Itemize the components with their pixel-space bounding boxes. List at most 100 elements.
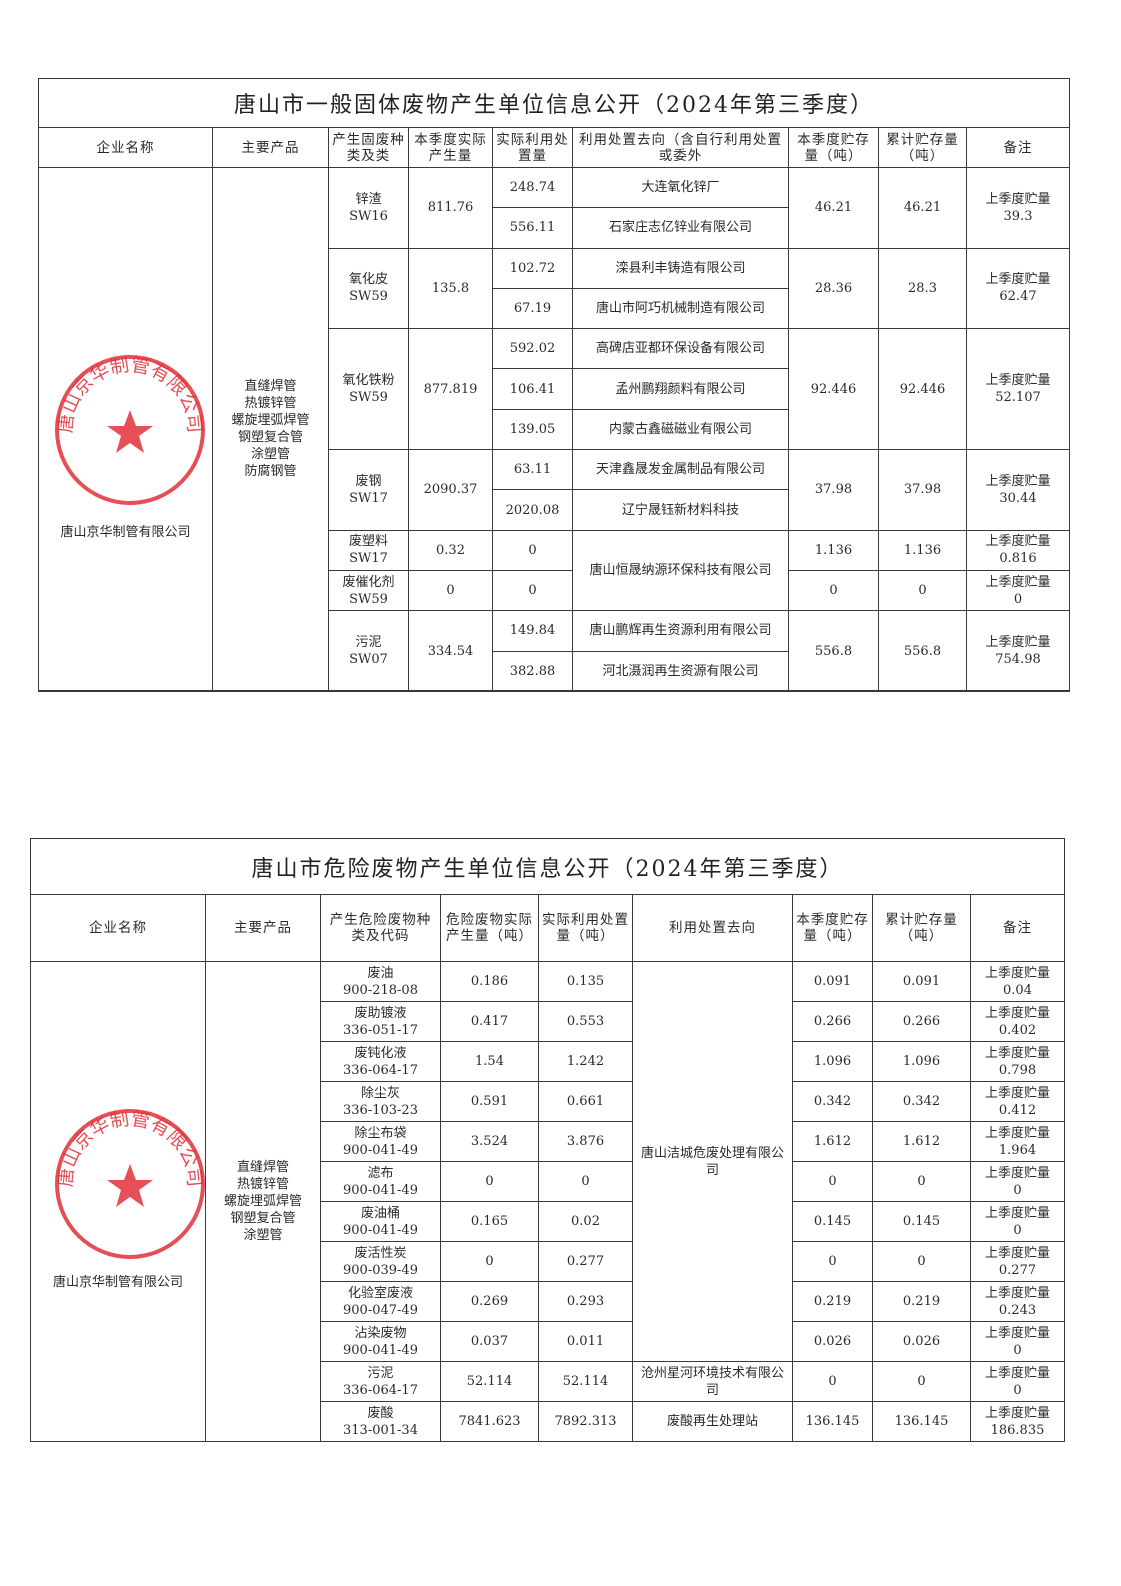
cumulative-stock-text: 556.8 [903, 643, 942, 659]
quarter-stock: 37.98 [788, 449, 879, 531]
remark-text: 0.412 [998, 1102, 1037, 1118]
column-header-text: 累计贮存量（吨） [885, 912, 958, 944]
disposal-amount: 1.242 [538, 1041, 633, 1082]
disposal-amount-text: 0.553 [566, 1014, 605, 1029]
produced-amount: 877.819 [408, 328, 493, 451]
remark-text: 0 [1013, 1382, 1022, 1398]
disposal-amount: 0 [492, 569, 573, 612]
disposal-destination-text: 唐山市阿巧机械制造有限公司 [595, 301, 765, 317]
waste-type: 化验室废液 900-047-49 [320, 1281, 441, 1322]
remark: 上季度贮量 0.243 [970, 1281, 1065, 1322]
waste-type-text: 除尘灰 [360, 1085, 400, 1101]
disposal-amount-text: 0.293 [566, 1294, 605, 1309]
produced-amount-text: 0.186 [470, 974, 509, 989]
table-row: 氧化铁粉 SW59 877.819 592.02 高碑店亚都环保设备有限公司 92.446… [39, 328, 1070, 451]
disposal-amount-text: 0.661 [566, 1094, 605, 1109]
column-header: 利用处置去向 [632, 894, 793, 962]
hazardous-waste-table: 企业名称 主要产品 产生危险废物种类及代码 危险废物实际产生量（吨） 实际利用处置量（吨… [30, 894, 1065, 1442]
remark: 上季度贮量 0.412 [970, 1081, 1065, 1122]
disposal-amount-text: 149.84 [509, 623, 556, 639]
produced-amount: 0.037 [440, 1321, 539, 1362]
disposal-amount: 0.661 [538, 1081, 633, 1122]
remark-text: 上季度贮量 [985, 373, 1051, 389]
cumulative-stock-text: 136.145 [894, 1414, 949, 1429]
disposal-amount-text: 67.19 [513, 301, 552, 317]
remark-text: 0 [1013, 1182, 1022, 1198]
cumulative-stock: 1.612 [872, 1121, 971, 1162]
cumulative-stock-text: 0.091 [902, 974, 941, 989]
produced-amount: 0.32 [408, 529, 493, 571]
cumulative-stock-text: 0.342 [902, 1094, 941, 1109]
disposal-destination: 辽宁晟钰新材料科技 [572, 489, 789, 531]
disposal-destination: 孟州鹏翔颜料有限公司 [572, 368, 789, 410]
column-header: 危险废物实际产生量（吨） [440, 894, 539, 962]
remark-text: 186.835 [990, 1422, 1045, 1438]
waste-type-text: SW07 [349, 652, 388, 668]
waste-type-text: 废塑料 [348, 534, 388, 550]
column-header-text: 产生危险废物种类及代码 [329, 912, 432, 944]
column-header: 实际利用处置量（吨） [538, 894, 633, 962]
disposal-destination-text: 内蒙古鑫磁磁业有限公司 [608, 421, 752, 437]
produced-amount: 3.524 [440, 1121, 539, 1162]
quarter-stock-text: 46.21 [814, 200, 853, 216]
header-row: 企业名称 主要产品 产生危险废物种类及代码 危险废物实际产生量（吨） 实际利用处置量（吨… [30, 894, 1065, 962]
remark: 上季度贮量 1.964 [970, 1121, 1065, 1162]
waste-type: 废活性炭 900-039-49 [320, 1241, 441, 1282]
produced-amount: 0.269 [440, 1281, 539, 1322]
main-products-text: 直缝焊管 [244, 379, 297, 395]
waste-type: 废油桶 900-041-49 [320, 1201, 441, 1242]
waste-type-text: 氧化皮 [348, 272, 388, 288]
column-header: 产生危险废物种类及代码 [320, 894, 441, 962]
remark: 上季度贮量 52.107 [966, 328, 1070, 451]
remark-text: 0 [1013, 591, 1023, 607]
waste-type: 废钝化液 336-064-17 [320, 1041, 441, 1082]
cumulative-stock: 0 [872, 1161, 971, 1202]
disposal-destination: 废酸再生处理站 [632, 1401, 793, 1442]
remark: 上季度贮量 0.798 [970, 1041, 1065, 1082]
disposal-amount: 7892.313 [538, 1401, 633, 1442]
disposal-destination-text: 沧州星河环境技术有限公司 [640, 1365, 784, 1398]
table-row: 废活性炭 900-039-49 0 0.277 0 0 上季度贮量 0.277 [31, 1241, 1065, 1282]
table-row: 382.88 河北滠润再生资源有限公司 [39, 650, 1070, 692]
cumulative-stock-text: 1.136 [903, 542, 942, 558]
remark: 上季度贮量 0 [966, 569, 1070, 612]
quarter-stock-text: 0 [828, 1174, 837, 1189]
produced-amount-text: 0 [485, 1174, 494, 1189]
cumulative-stock-text: 0 [918, 583, 927, 599]
waste-type: 沾染废物 900-041-49 [320, 1321, 441, 1362]
quarter-stock: 0 [792, 1241, 873, 1282]
quarter-stock-text: 0.342 [813, 1094, 852, 1109]
disposal-amount: 0.011 [538, 1321, 633, 1362]
waste-type-text: 废钢 [355, 473, 382, 489]
remark-text: 上季度贮量 [984, 1405, 1050, 1421]
column-header: 备注 [966, 127, 1070, 168]
quarter-stock: 1.612 [792, 1121, 873, 1162]
disposal-amount-text: 63.11 [513, 462, 552, 478]
waste-type: 污泥 336-064-17 [320, 1361, 441, 1402]
column-header: 本季度贮存量（吨） [792, 894, 873, 962]
main-products: 直缝焊管 热镀锌管 螺旋埋弧焊管 钢塑复合管 涂塑管 [205, 961, 321, 1442]
enterprise-name: 唐山京华制管有限公司 [30, 961, 206, 1442]
disposal-amount: 0 [492, 529, 573, 571]
disposal-amount: 0.02 [538, 1201, 633, 1242]
remark: 上季度贮量 0.816 [966, 529, 1070, 571]
column-header: 本季度实际产生量 [408, 127, 493, 168]
remark: 上季度贮量 186.835 [970, 1401, 1065, 1442]
waste-type-text: 900-039-49 [343, 1262, 418, 1278]
quarter-stock: 1.096 [792, 1041, 873, 1082]
disposal-destination-text: 唐山恒晟纳源环保科技有限公司 [589, 562, 772, 578]
produced-amount-text: 135.8 [431, 280, 470, 296]
disposal-amount: 139.05 [492, 408, 573, 451]
disposal-destination: 唐山鹏辉再生资源利用有限公司 [572, 610, 789, 652]
disposal-amount: 106.41 [492, 368, 573, 410]
waste-type-text: 336-064-17 [343, 1382, 418, 1398]
disposal-amount-text: 382.88 [509, 663, 556, 679]
remark-text: 上季度贮量 [984, 1285, 1050, 1301]
produced-amount-text: 0.417 [470, 1014, 509, 1029]
produced-amount: 0 [440, 1241, 539, 1282]
main-products-text: 防腐钢管 [244, 464, 297, 480]
cumulative-stock: 0.342 [872, 1081, 971, 1122]
produced-amount: 7841.623 [440, 1401, 539, 1442]
remark-text: 0.816 [999, 551, 1037, 567]
remark-text: 上季度贮量 [984, 1365, 1050, 1381]
